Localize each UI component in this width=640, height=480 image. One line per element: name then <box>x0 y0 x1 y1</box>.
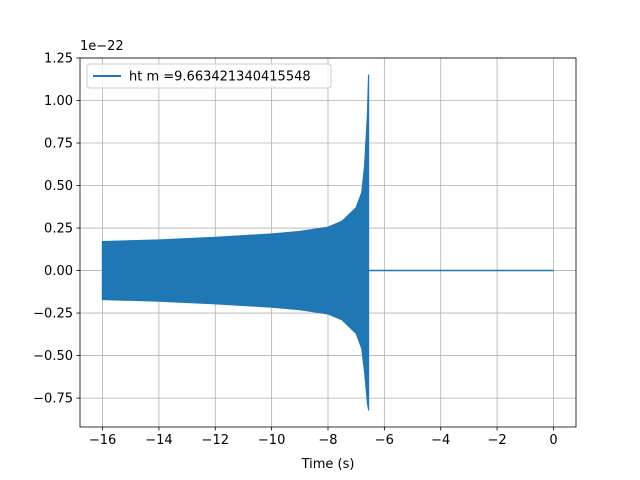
x-tick-label: −12 <box>202 433 229 448</box>
y-tick-label: −0.50 <box>33 349 73 364</box>
x-tick-label: −4 <box>431 433 450 448</box>
series-layer <box>101 74 554 411</box>
legend: ht m =9.663421340415548 <box>86 63 332 89</box>
y-tick-label: 1.00 <box>44 94 73 109</box>
x-tick-label: −16 <box>89 433 116 448</box>
x-axis-label: Time (s) <box>301 457 355 472</box>
x-tick-label: −2 <box>488 433 507 448</box>
legend-box <box>86 63 332 89</box>
legend-entry: ht m =9.663421340415548 <box>129 70 311 85</box>
x-axis-ticks: −16 −14 −12 −10 −8 −6 −4 −2 0 <box>89 427 558 448</box>
x-tick-label: −6 <box>375 433 394 448</box>
x-tick-label: 0 <box>549 433 557 448</box>
y-tick-label: −0.75 <box>33 392 73 407</box>
y-tick-label: 0.75 <box>44 137 73 152</box>
y-tick-label: 0.00 <box>44 264 73 279</box>
y-offset-label: 1e−22 <box>80 39 124 54</box>
y-tick-label: −0.25 <box>33 307 73 322</box>
x-tick-label: −14 <box>145 433 172 448</box>
y-tick-label: 1.25 <box>44 52 73 67</box>
x-tick-label: −10 <box>258 433 285 448</box>
y-tick-label: 0.50 <box>44 179 73 194</box>
x-tick-label: −8 <box>318 433 337 448</box>
y-axis-ticks: −0.75 −0.50 −0.25 0.00 0.25 0.50 0.75 1.00 1.25 <box>33 52 80 407</box>
waveform-envelope <box>101 74 370 411</box>
y-tick-label: 0.25 <box>44 222 73 237</box>
